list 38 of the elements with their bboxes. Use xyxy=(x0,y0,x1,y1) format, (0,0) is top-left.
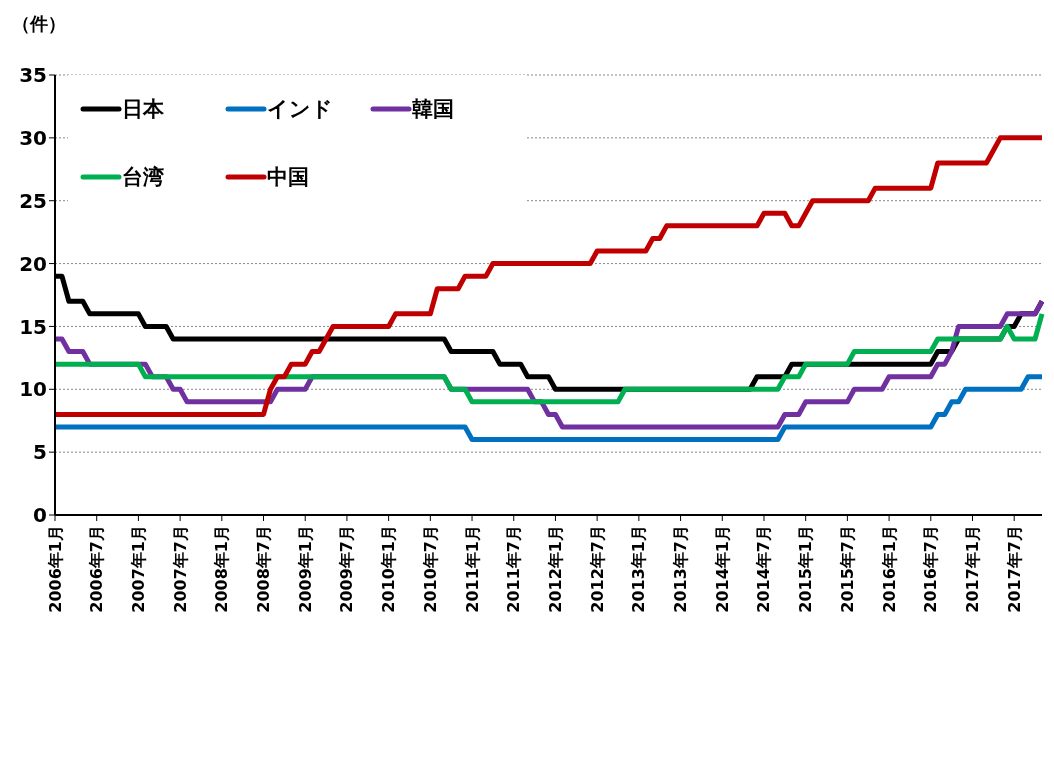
x-tick-label: 2016年7月 xyxy=(921,525,941,613)
x-tick-label: 2017年7月 xyxy=(1004,525,1024,613)
x-tick-label: 2006年7月 xyxy=(87,525,107,613)
legend-label: 韓国 xyxy=(412,96,454,123)
x-tick-label: 2012年7月 xyxy=(587,525,607,613)
y-tick-label: 10 xyxy=(19,377,47,402)
x-tick-label: 2011年1月 xyxy=(462,525,482,613)
x-tick-label: 2014年7月 xyxy=(754,525,774,613)
x-tick-label: 2007年1月 xyxy=(128,525,148,613)
y-tick-label: 25 xyxy=(19,188,47,213)
x-tick-label: 2015年1月 xyxy=(796,525,816,613)
x-tick-label: 2013年7月 xyxy=(671,525,691,613)
y-tick-label: 5 xyxy=(33,440,47,465)
legend-label: 台湾 xyxy=(122,164,164,191)
x-tick-label: 2012年1月 xyxy=(545,525,565,613)
legend-label: 中国 xyxy=(267,164,309,191)
x-tick-label: 2011年7月 xyxy=(504,525,524,613)
legend-label: インド xyxy=(267,96,333,123)
y-tick-label: 15 xyxy=(19,314,47,339)
x-tick-label: 2017年1月 xyxy=(962,525,982,613)
legend-label: 日本 xyxy=(122,96,164,123)
y-tick-label: 30 xyxy=(19,125,47,150)
x-tick-label: 2006年1月 xyxy=(45,525,65,613)
y-tick-label: 20 xyxy=(19,251,47,276)
x-tick-label: 2008年1月 xyxy=(212,525,232,613)
x-tick-label: 2007年7月 xyxy=(170,525,190,613)
x-tick-label: 2013年1月 xyxy=(629,525,649,613)
x-tick-label: 2015年7月 xyxy=(837,525,857,613)
y-tick-label: 35 xyxy=(19,63,47,88)
y-axis-title: （件） xyxy=(12,12,66,36)
x-tick-label: 2009年1月 xyxy=(295,525,315,613)
x-tick-label: 2016年1月 xyxy=(879,525,899,613)
x-tick-label: 2010年7月 xyxy=(420,525,440,613)
x-tick-label: 2010年1月 xyxy=(379,525,399,613)
x-tick-label: 2008年7月 xyxy=(254,525,274,613)
x-tick-label: 2014年1月 xyxy=(712,525,732,613)
x-tick-label: 2009年7月 xyxy=(337,525,357,613)
y-tick-label: 0 xyxy=(33,503,47,528)
